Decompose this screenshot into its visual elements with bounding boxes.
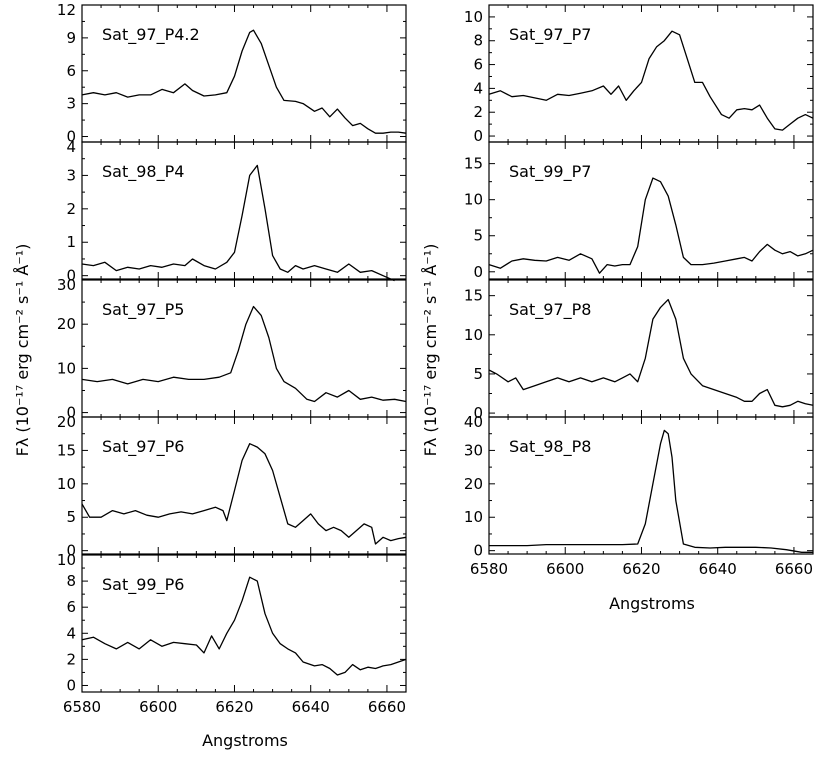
x-tick-label: 6640 (292, 698, 330, 716)
y-tick-label: 2 (66, 650, 76, 668)
panel-label: Sat_97_P6 (102, 437, 184, 457)
spectrum-line (81, 29, 407, 134)
y-tick-label: 15 (464, 287, 483, 305)
panel-sat-97-p6: 0 5 10 15 20 Sat_97_P6 (57, 413, 407, 560)
panel-sat-99-p6: 0 2 4 6 8 10 Sat_99_P6 (57, 551, 407, 694)
y-tick-label: 6 (66, 598, 76, 616)
y-tick-label: 20 (57, 315, 76, 333)
x-tick-label: 6660 (775, 560, 813, 578)
y-tick-label: 8 (66, 572, 76, 590)
y-tick-label: 6 (66, 62, 76, 80)
left-y-axis-label: Fλ (10⁻¹⁷ erg cm⁻² s⁻¹ Å⁻¹) (13, 244, 32, 457)
y-tick-label: 5 (473, 365, 483, 383)
y-tick-label: 10 (57, 551, 76, 569)
panel-label: Sat_97_P7 (509, 25, 591, 45)
spectrum-line (489, 429, 813, 553)
y-tick-label: 10 (464, 191, 483, 209)
y-tick-label: 4 (473, 79, 483, 97)
y-tick-label: 10 (464, 8, 483, 26)
x-tick-label: 6620 (215, 698, 253, 716)
y-tick-label: 20 (464, 475, 483, 493)
spectrum-line (81, 305, 407, 403)
y-tick-label: 0 (473, 263, 483, 281)
spectrum-line (488, 177, 814, 274)
y-tick-label: 15 (464, 155, 483, 173)
panel-label: Sat_97_P4.2 (102, 25, 200, 45)
y-tick-label: 5 (473, 227, 483, 245)
x-tick-label: 6600 (139, 698, 177, 716)
y-tick-label: 0 (66, 128, 76, 146)
panel-sat-97-p5: 0 10 20 30 Sat_97_P5 (57, 276, 407, 422)
left-x-axis-label: Angstroms (202, 731, 288, 750)
y-tick-label: 0 (473, 127, 483, 145)
y-tick-label: 12 (57, 1, 76, 19)
right-y-axis-label: Fλ (10⁻¹⁷ erg cm⁻² s⁻¹ Å⁻¹) (421, 244, 440, 457)
x-tick-label: 6660 (368, 698, 406, 716)
panel-label: Sat_97_P8 (509, 300, 591, 320)
panel-sat-98-p4: 0 1 2 3 4 Sat_98_P4 (66, 138, 407, 285)
right-column: 0 2 4 6 8 10 Sat_97_P7 0 5 10 15 Sat_99_P7 0 5 10 15 Sat… (464, 4, 814, 578)
panel-frame (81, 141, 407, 280)
y-tick-label: 9 (66, 29, 76, 47)
panel-label: Sat_97_P5 (102, 300, 184, 320)
spectrum-line (81, 576, 407, 676)
y-tick-label: 3 (66, 95, 76, 113)
y-tick-label: 30 (464, 441, 483, 459)
panel-label: Sat_98_P8 (509, 437, 591, 457)
panel-sat-98-p8: 0 10 20 30 40 Sat_98_P8 (464, 413, 814, 560)
y-tick-label: 0 (66, 267, 76, 285)
y-tick-label: 2 (473, 103, 483, 121)
y-tick-label: 3 (66, 166, 76, 184)
left-column: 036912Sat_97_P4.201234Sat_98_P40102030Sa… (57, 1, 407, 716)
panel-frame (81, 554, 407, 693)
panel-label: Sat_98_P4 (102, 162, 184, 182)
x-tick-label: 6620 (622, 560, 660, 578)
y-tick-label: 15 (57, 441, 76, 459)
y-tick-label: 0 (473, 542, 483, 560)
y-tick-label: 4 (66, 624, 76, 642)
spectrum-line (488, 298, 814, 408)
panel-frame (81, 416, 407, 555)
y-tick-label: 6 (473, 56, 483, 74)
panel-sat-97-p7: 0 2 4 6 8 10 Sat_97_P7 (464, 4, 814, 145)
panel-label: Sat_99_P6 (102, 575, 184, 595)
y-tick-label: 8 (473, 32, 483, 50)
panel-frame (488, 141, 814, 280)
panel-frame (488, 416, 814, 555)
panel-sat-97-p8: 0 5 10 15 Sat_97_P8 (464, 279, 814, 422)
y-tick-label: 0 (66, 676, 76, 694)
y-tick-label: 10 (57, 475, 76, 493)
y-tick-label: 0 (66, 404, 76, 422)
panel-sat-99-p7: 0 5 10 15 Sat_99_P7 (464, 141, 814, 281)
y-tick-label: 0 (66, 542, 76, 560)
x-tick-label: 6640 (699, 560, 737, 578)
y-tick-label: 2 (66, 200, 76, 218)
panel-label: Sat_99_P7 (509, 162, 591, 182)
x-tick-label: 6600 (546, 560, 584, 578)
panel-sat-97-p4-2: 0 3 6 9 12 Sat_97_P4.2 (57, 1, 407, 146)
right-x-axis-label: Angstroms (609, 594, 695, 613)
spectrum-line (81, 164, 395, 282)
spectrum-line (488, 30, 814, 131)
y-tick-label: 4 (66, 138, 76, 156)
y-tick-label: 40 (464, 413, 483, 431)
y-tick-label: 10 (464, 326, 483, 344)
y-tick-label: 10 (464, 508, 483, 526)
y-tick-label: 0 (473, 404, 483, 422)
y-tick-label: 1 (66, 233, 76, 251)
x-tick-label: 6580 (470, 560, 508, 578)
spectrum-line (81, 443, 407, 545)
y-tick-label: 10 (57, 359, 76, 377)
y-tick-label: 20 (57, 413, 76, 431)
x-tick-label: 6580 (63, 698, 101, 716)
y-tick-label: 5 (66, 508, 76, 526)
y-tick-label: 30 (57, 276, 76, 294)
